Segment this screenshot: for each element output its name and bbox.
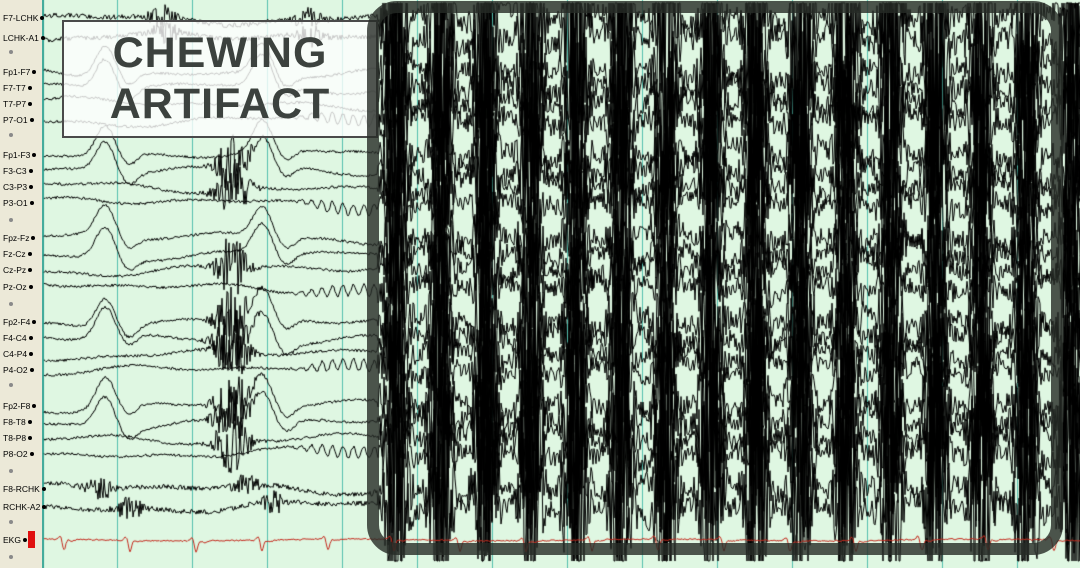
annotation-box: CHEWING ARTIFACT (62, 20, 378, 138)
channel-bullet-icon (29, 368, 34, 372)
channel-group-dot-icon (9, 555, 13, 559)
channel-name-text: F7-LCHK (3, 13, 39, 23)
channel-name-text: T8-P8 (3, 433, 27, 443)
channel-bullet-icon (32, 153, 37, 157)
channel-bullet-icon (32, 404, 37, 408)
channel-label-fz-cz[interactable]: Fz-Cz (3, 248, 32, 260)
channel-bullet-icon (28, 336, 33, 340)
channel-bullet-icon (28, 268, 33, 272)
channel-bullet-icon (29, 352, 34, 356)
channel-name-text: P8-O2 (3, 449, 28, 459)
channel-name-text: Fpz-Fz (3, 233, 30, 243)
channel-name-text: Fp2-F8 (3, 401, 31, 411)
channel-label-lchk-a1[interactable]: LCHK-A1 (3, 32, 45, 44)
channel-name-text: F8-RCHK (3, 484, 40, 494)
channel-label-f4-c4[interactable]: F4-C4 (3, 332, 33, 344)
channel-group-dot-icon (9, 302, 13, 306)
channel-label-f3-c3[interactable]: F3-C3 (3, 165, 33, 177)
channel-label-rchk-a2[interactable]: RCHK-A2 (3, 501, 47, 513)
ekg-cursor-marker[interactable] (28, 531, 35, 548)
channel-label-pz-oz[interactable]: Pz-Oz (3, 281, 33, 293)
channel-name-text: Fp2-F4 (3, 317, 31, 327)
channel-name-text: C4-P4 (3, 349, 28, 359)
channel-bullet-icon (29, 185, 34, 189)
annotation-line-2: ARTIFACT (109, 80, 331, 128)
channel-label-p4-o2[interactable]: P4-O2 (3, 364, 34, 376)
channel-bullet-icon (28, 169, 33, 173)
channel-label-fp1-f3[interactable]: Fp1-F3 (3, 149, 37, 161)
channel-bullet-icon (40, 16, 45, 20)
channel-name-text: P7-O1 (3, 115, 28, 125)
channel-label-f7-lchk[interactable]: F7-LCHK (3, 12, 45, 24)
channel-name-text: F7-T7 (3, 83, 26, 93)
channel-name-text: LCHK-A1 (3, 33, 39, 43)
channel-name-text: T7-P7 (3, 99, 27, 109)
annotation-line-1: CHEWING (112, 29, 328, 77)
channel-name-text: Pz-Oz (3, 282, 27, 292)
channel-name-text: F4-C4 (3, 333, 27, 343)
channel-bullet-icon (29, 118, 34, 122)
channel-group-dot-icon (9, 218, 13, 222)
channel-bullet-icon (27, 420, 32, 424)
channel-label-cz-pz[interactable]: Cz-Pz (3, 264, 33, 276)
channel-bullet-icon (28, 436, 33, 440)
channel-bullet-icon (22, 538, 27, 542)
channel-group-dot-icon (9, 383, 13, 387)
channel-bullet-icon (41, 487, 46, 491)
channel-bullet-icon (28, 285, 33, 289)
channel-label-p8-o2[interactable]: P8-O2 (3, 448, 34, 460)
channel-label-fp1-f7[interactable]: Fp1-F7 (3, 66, 37, 78)
channel-label-c3-p3[interactable]: C3-P3 (3, 181, 34, 193)
channel-label-t7-p7[interactable]: T7-P7 (3, 98, 33, 110)
channel-label-p7-o1[interactable]: P7-O1 (3, 114, 34, 126)
channel-bullet-icon (32, 320, 37, 324)
channel-name-text: Fp1-F3 (3, 150, 31, 160)
channel-bullet-icon (27, 86, 32, 90)
channel-label-f8-t8[interactable]: F8-T8 (3, 416, 32, 428)
channel-sidebar: F7-LCHK LCHK-A1 Fp1-F7 F7-T7 T7-P7 P7-O1 Fp1-F… (0, 0, 47, 568)
channel-bullet-icon (28, 102, 33, 106)
channel-name-text: Fp1-F7 (3, 67, 31, 77)
channel-name-text: F3-C3 (3, 166, 27, 176)
channel-label-f8-rchk[interactable]: F8-RCHK (3, 483, 46, 495)
channel-name-text: F8-T8 (3, 417, 26, 427)
channel-name-text: Cz-Pz (3, 265, 27, 275)
channel-group-dot-icon (9, 133, 13, 137)
channel-bullet-icon (40, 36, 45, 40)
channel-name-text: P4-O2 (3, 365, 28, 375)
channel-label-ekg[interactable]: EKG (3, 531, 35, 548)
channel-label-fp2-f8[interactable]: Fp2-F8 (3, 400, 37, 412)
channel-name-text: Fz-Cz (3, 249, 26, 259)
channel-label-f7-t7[interactable]: F7-T7 (3, 82, 32, 94)
channel-bullet-icon (27, 252, 32, 256)
channel-group-dot-icon (9, 50, 13, 54)
channel-label-fpz-fz[interactable]: Fpz-Fz (3, 232, 36, 244)
channel-bullet-icon (31, 236, 36, 240)
channel-bullet-icon (32, 70, 37, 74)
channel-name-text: C3-P3 (3, 182, 28, 192)
channel-label-p3-o1[interactable]: P3-O1 (3, 197, 34, 209)
channel-label-t8-p8[interactable]: T8-P8 (3, 432, 33, 444)
channel-name-text: P3-O1 (3, 198, 28, 208)
channel-bullet-icon (29, 452, 34, 456)
channel-group-dot-icon (9, 469, 13, 473)
channel-name-text: EKG (3, 535, 21, 545)
channel-label-fp2-f4[interactable]: Fp2-F4 (3, 316, 37, 328)
channel-bullet-icon (42, 505, 47, 509)
channel-bullet-icon (29, 201, 34, 205)
channel-name-text: RCHK-A2 (3, 502, 41, 512)
channel-label-c4-p4[interactable]: C4-P4 (3, 348, 34, 360)
channel-group-dot-icon (9, 520, 13, 524)
